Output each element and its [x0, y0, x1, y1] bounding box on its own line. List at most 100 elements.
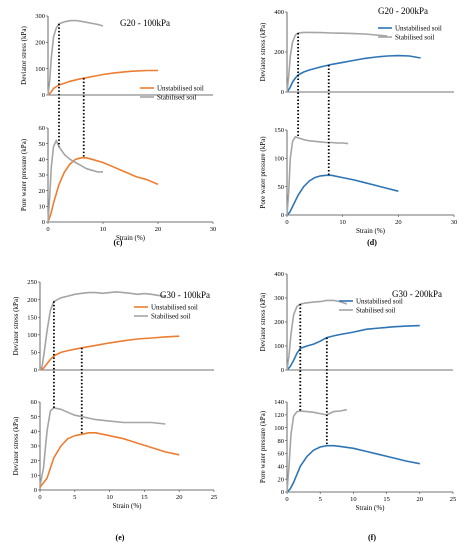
c-bottom-ytick-label: 60: [39, 125, 46, 132]
f-top-series-stabilised: [286, 299, 348, 371]
e-top-series-unstabilised: [39, 335, 180, 371]
e-bottom-ytick-label: 30: [31, 443, 38, 450]
c-xtick-label: 0: [46, 226, 49, 233]
e-top-ytick-label: 150: [27, 314, 37, 321]
f-top-ytick-label: 200: [274, 319, 284, 326]
f-bottom-ytick-label: 40: [278, 463, 285, 470]
f-bottom-ytick-label: 100: [274, 425, 284, 432]
c-panel-title: G20 - 100kPa: [120, 18, 170, 28]
f-xtick-label: 0: [285, 496, 288, 503]
e-xtick-label: 5: [73, 494, 76, 501]
c-caption: (c): [114, 238, 123, 247]
c-top-ytick-label: 300: [35, 13, 45, 20]
c-bottom-ytick-label: 20: [39, 188, 46, 195]
f-xtick-label: 20: [417, 496, 424, 503]
f-xtick-label: 15: [383, 496, 390, 503]
f-xlabel: Strain (%): [356, 504, 386, 512]
d-bottom-ylabel: Pore water pressure (kPa): [259, 136, 267, 209]
e-bottom-ytick-label: 10: [31, 473, 38, 480]
e-bottom-ytick-label: 50: [31, 414, 38, 421]
d-bottom-series-unstabilised: [286, 174, 399, 216]
c-bottom-series-unstabilised: [47, 157, 159, 223]
c-xlabel: Strain (%): [116, 234, 146, 242]
f-bottom-ylabel: Pore water pressure (kPa): [259, 410, 267, 483]
c-bottom-ytick-label: 30: [39, 172, 46, 179]
d-top-ytick-label: 200: [274, 49, 284, 56]
c-bottom-ytick-label: 40: [39, 157, 46, 164]
e-bottom-ytick-label: 0: [34, 487, 37, 494]
d-panel-title: G20 - 200kPa: [378, 6, 428, 16]
e-xtick-label: 10: [106, 494, 113, 501]
f-bottom-ytick-label: 140: [274, 399, 284, 406]
d-bottom-ytick-label: 0: [281, 212, 284, 219]
d-xtick-label: 10: [339, 219, 346, 226]
f-bottom-series-stabilised: [286, 408, 347, 493]
e-bottom-ytick-label: 60: [31, 399, 38, 406]
c-xtick-label: 10: [100, 226, 107, 233]
d-bottom-series-stabilised: [286, 136, 349, 216]
f-top-ytick-label: 300: [274, 295, 284, 302]
f-top-ytick-label: 0: [281, 367, 284, 374]
d-top-ytick-label: 0: [281, 89, 284, 96]
e-top-series-stabilised: [39, 291, 166, 371]
c-bottom-ytick-label: 0: [42, 219, 45, 226]
e-top-ytick-label: 50: [31, 350, 38, 357]
d-caption: (d): [367, 238, 377, 247]
f-bottom-ytick-label: 60: [278, 451, 285, 458]
c-xtick-label: 20: [155, 226, 162, 233]
e-bottom-ytick-label: 20: [31, 458, 38, 465]
c-top-series-unstabilised: [47, 69, 158, 96]
f-legend-label-unstabilised: Unstabilised soil: [356, 297, 403, 305]
c-bottom-series-stabilised: [47, 139, 103, 223]
d-xlabel: Strain (%): [356, 227, 386, 235]
f-xtick-label: 25: [450, 496, 457, 503]
e-bottom-series-unstabilised: [39, 431, 180, 488]
c-legend-label-unstabilised: Unstabilised soil: [157, 84, 204, 92]
d-xtick-label: 30: [451, 219, 458, 226]
f-bottom-ytick-label: 20: [278, 476, 285, 483]
f-bottom-series-unstabilised: [286, 444, 420, 493]
e-bottom-ytick-label: 40: [31, 429, 38, 436]
f-legend-label-stabilised: Stabilised soil: [356, 306, 396, 314]
c-legend-label-stabilised: Stabilised soil: [157, 93, 197, 101]
f-caption: (f): [368, 533, 376, 542]
f-top-series-unstabilised: [286, 324, 420, 371]
e-xlabel: Strain (%): [113, 502, 143, 510]
c-xtick-label: 30: [210, 226, 217, 233]
e-caption: (e): [116, 533, 125, 542]
e-top-ytick-label: 100: [27, 332, 37, 339]
e-top-ytick-label: 250: [27, 279, 37, 286]
d-xtick-label: 20: [395, 219, 402, 226]
c-top-ytick-label: 100: [35, 66, 45, 73]
c-top-ytick-label: 200: [35, 40, 45, 47]
f-bottom-ytick-label: 120: [274, 412, 284, 419]
d-legend-label-stabilised: Stabilised soil: [395, 33, 435, 41]
d-xtick-label: 0: [285, 219, 288, 226]
d-bottom-ytick-label: 150: [274, 127, 284, 134]
f-top-ytick-label: 100: [274, 343, 284, 350]
e-xtick-label: 0: [38, 494, 41, 501]
e-top-ytick-label: 200: [27, 297, 37, 304]
f-top-ytick-label: 400: [274, 271, 284, 278]
f-bottom-ytick-label: 80: [278, 438, 285, 445]
d-top-series-unstabilised: [286, 54, 421, 93]
e-top-ylabel: Deviator stress (kPa): [12, 296, 20, 355]
e-panel-title: G30 - 100kPa: [160, 290, 210, 300]
d-bottom-ytick-label: 100: [274, 156, 284, 163]
f-bottom-ytick-label: 0: [281, 489, 284, 496]
e-xtick-label: 20: [176, 494, 183, 501]
e-legend-label-stabilised: Stabilised soil: [151, 312, 191, 320]
f-panel-title: G30 - 200kPa: [392, 289, 442, 299]
e-legend-label-unstabilised: Unstabilised soil: [151, 303, 198, 311]
d-legend-label-unstabilised: Unstabilised soil: [395, 24, 442, 32]
f-xtick-label: 10: [350, 496, 357, 503]
e-xtick-label: 15: [141, 494, 148, 501]
e-xtick-label: 25: [211, 494, 218, 501]
f-xtick-label: 5: [319, 496, 322, 503]
c-top-ytick-label: 0: [42, 92, 45, 99]
e-bottom-ylabel: Deviator stress (kPa): [12, 416, 20, 475]
e-bottom-series-stabilised: [39, 407, 166, 486]
c-bottom-ylabel: Pore water pressure (kPa): [20, 138, 28, 211]
c-bottom-ytick-label: 50: [39, 141, 46, 148]
